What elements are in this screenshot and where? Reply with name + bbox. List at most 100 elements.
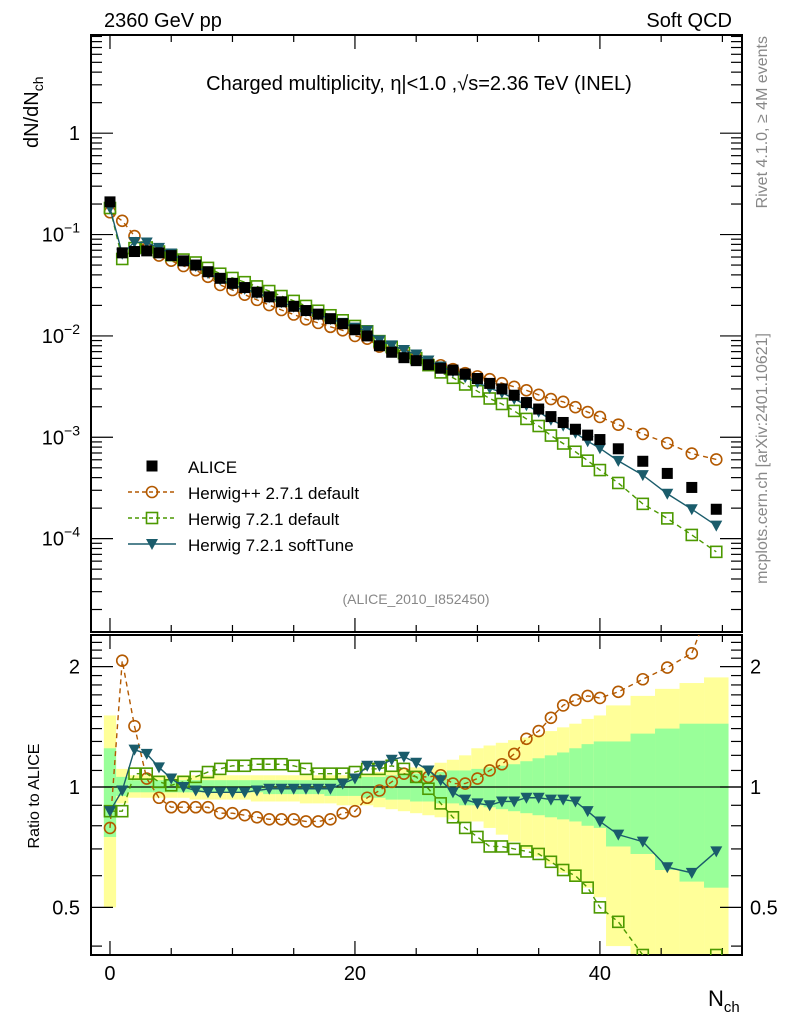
herwig-2-7-1-default-ratio-point [660, 661, 674, 674]
herwig-7-2-1-default-point [685, 528, 699, 542]
alice-data-point [263, 291, 275, 303]
legend-marker [146, 539, 158, 550]
herwig-2-7-1-default-ratio-point [520, 732, 533, 746]
alice-data-point [275, 296, 287, 308]
herwig-7-2-1-softtune-ratio-line [109, 748, 717, 874]
herwig-7-2-1-default-ratio-point [507, 842, 521, 856]
alice-data-point [459, 368, 471, 380]
x-tick-label: 20 [344, 963, 366, 985]
herwig-2-7-1-default-ratio-point [569, 693, 582, 707]
inner-band-bin [128, 780, 141, 793]
herwig-7-2-1-softtune-ratio-point [710, 846, 723, 858]
herwig-2-7-1-default-point [709, 453, 723, 466]
herwig-7-2-1-softtune-ratio-point [238, 787, 251, 799]
herwig-2-7-1-default-ratio-point [311, 815, 325, 828]
herwig-7-2-1-softtune-ratio-point [593, 816, 606, 828]
herwig-7-2-1-softtune-ratio-point [557, 794, 570, 806]
herwig-2-7-1-default-ratio-point [507, 747, 521, 761]
herwig-2-7-1-default-ratio-point [201, 800, 215, 814]
herwig-7-2-1-default-ratio-point [636, 948, 650, 955]
alice-data-point [128, 246, 140, 258]
alice-data-point [312, 308, 324, 320]
herwig-7-2-1-softtune-ratio-point [226, 787, 239, 799]
alice-data-point [177, 255, 189, 267]
herwig-7-2-1-default-ratio-point [238, 759, 252, 773]
herwig-7-2-1-softtune-ratio-point [189, 785, 202, 797]
herwig-2-7-1-default-ratio-point [532, 724, 545, 738]
alice-data-point [710, 503, 722, 515]
herwig-7-2-1-default-point [611, 476, 625, 490]
herwig-7-2-1-default-ratio-point [569, 869, 582, 882]
inner-band-bin [630, 733, 656, 854]
mcplots-label: mcplots.cern.ch [arXiv:2401.10621] [754, 333, 771, 584]
herwig-7-2-1-softtune-ratio-point [287, 783, 300, 795]
inner-band-bin [704, 723, 729, 888]
analysis-id: (ALICE_2010_I852450) [342, 591, 489, 607]
legend-label: Herwig++ 2.7.1 default [188, 484, 359, 503]
herwig-7-2-1-softtune-point [661, 488, 674, 500]
herwig-7-2-1-softtune-ratio-point [385, 754, 398, 766]
alice-data-point [637, 455, 649, 467]
y-axis-label: dN/dNch [21, 77, 46, 149]
herwig-7-2-1-default-ratio-point [471, 830, 484, 844]
alice-data-point [686, 481, 698, 493]
herwig-7-2-1-default-ratio-point [556, 863, 570, 877]
alice-data-point [373, 340, 385, 352]
herwig-7-2-1-default-ratio-point [662, 959, 673, 970]
herwig-2-7-1-default-ratio-point [385, 775, 398, 789]
y-tick-label: 10−2 [42, 321, 80, 348]
alice-data-point [288, 300, 300, 312]
ylabel-main: dN/dN [21, 91, 43, 148]
herwig-7-2-1-softtune-ratio-point [446, 787, 459, 799]
inner-band-bin [544, 755, 558, 818]
herwig-7-2-1-softtune-ratio-point [422, 765, 435, 777]
herwig-2-7-1-default-ratio-point [581, 689, 594, 703]
herwig-2-7-1-default-ratio-point [348, 804, 362, 818]
herwig-2-7-1-default-ratio-point [471, 772, 484, 785]
y-tick-label: 1 [69, 123, 80, 145]
ratio-tick-label-left: 1 [69, 777, 80, 799]
herwig-7-2-1-softtune-ratio-point [214, 787, 227, 799]
herwig-7-2-1-default-ratio-point [581, 881, 594, 894]
herwig-7-2-1-softtune-ratio-point [275, 783, 288, 795]
herwig-7-2-1-softtune-point [140, 237, 153, 249]
herwig-2-7-1-default-point [532, 388, 545, 402]
herwig-2-7-1-default-ratio-point [189, 800, 203, 814]
herwig-7-2-1-softtune-ratio-point [410, 757, 423, 769]
herwig-7-2-1-softtune-ratio-point [201, 787, 214, 799]
herwig-7-2-1-default-ratio-point [422, 782, 435, 796]
herwig-7-2-1-softtune-ratio-point [520, 792, 533, 804]
herwig-2-7-1-default-point [569, 400, 582, 414]
legend-entry: Herwig++ 2.7.1 default [128, 484, 359, 503]
herwig-7-2-1-default-ratio-point [152, 775, 166, 789]
herwig-7-2-1-default-point [520, 412, 533, 426]
herwig-7-2-1-default-ratio-point [201, 765, 215, 779]
alice-data-point [594, 434, 606, 446]
herwig-7-2-1-default-ratio-point [446, 810, 460, 824]
herwig-7-2-1-default-ratio-point [611, 915, 625, 929]
inner-band-bin [593, 741, 607, 828]
herwig-2-7-1-default-ratio-point [128, 719, 141, 733]
alice-data-point [410, 355, 422, 367]
ratio-panel [103, 635, 723, 970]
herwig-7-2-1-softtune-point [685, 504, 698, 516]
herwig-7-2-1-softtune-ratio-point [661, 862, 674, 874]
herwig-7-2-1-softtune-ratio-point [495, 796, 508, 808]
inner-band-bin [103, 748, 117, 837]
herwig-7-2-1-softtune-ratio-point [544, 794, 557, 806]
herwig-7-2-1-softtune-point [397, 345, 410, 357]
herwig-2-7-1-default-ratio-point [611, 685, 625, 699]
herwig-7-2-1-default-point [544, 429, 558, 442]
legend-label: Herwig 7.2.1 softTune [188, 536, 354, 555]
alice-data-point [661, 467, 673, 479]
herwig-7-2-1-softtune-point [710, 520, 723, 532]
herwig-7-2-1-softtune-ratio-point [348, 773, 361, 785]
herwig-2-7-1-default-ratio-point [336, 806, 350, 820]
herwig-2-7-1-default-ratio-point [262, 813, 276, 826]
herwig-7-2-1-softtune-ratio-point [324, 783, 337, 795]
legend-marker [145, 511, 159, 525]
alice-data-point [533, 403, 545, 415]
inner-band-bin [679, 723, 705, 882]
herwig-2-7-1-default-line [109, 211, 717, 461]
